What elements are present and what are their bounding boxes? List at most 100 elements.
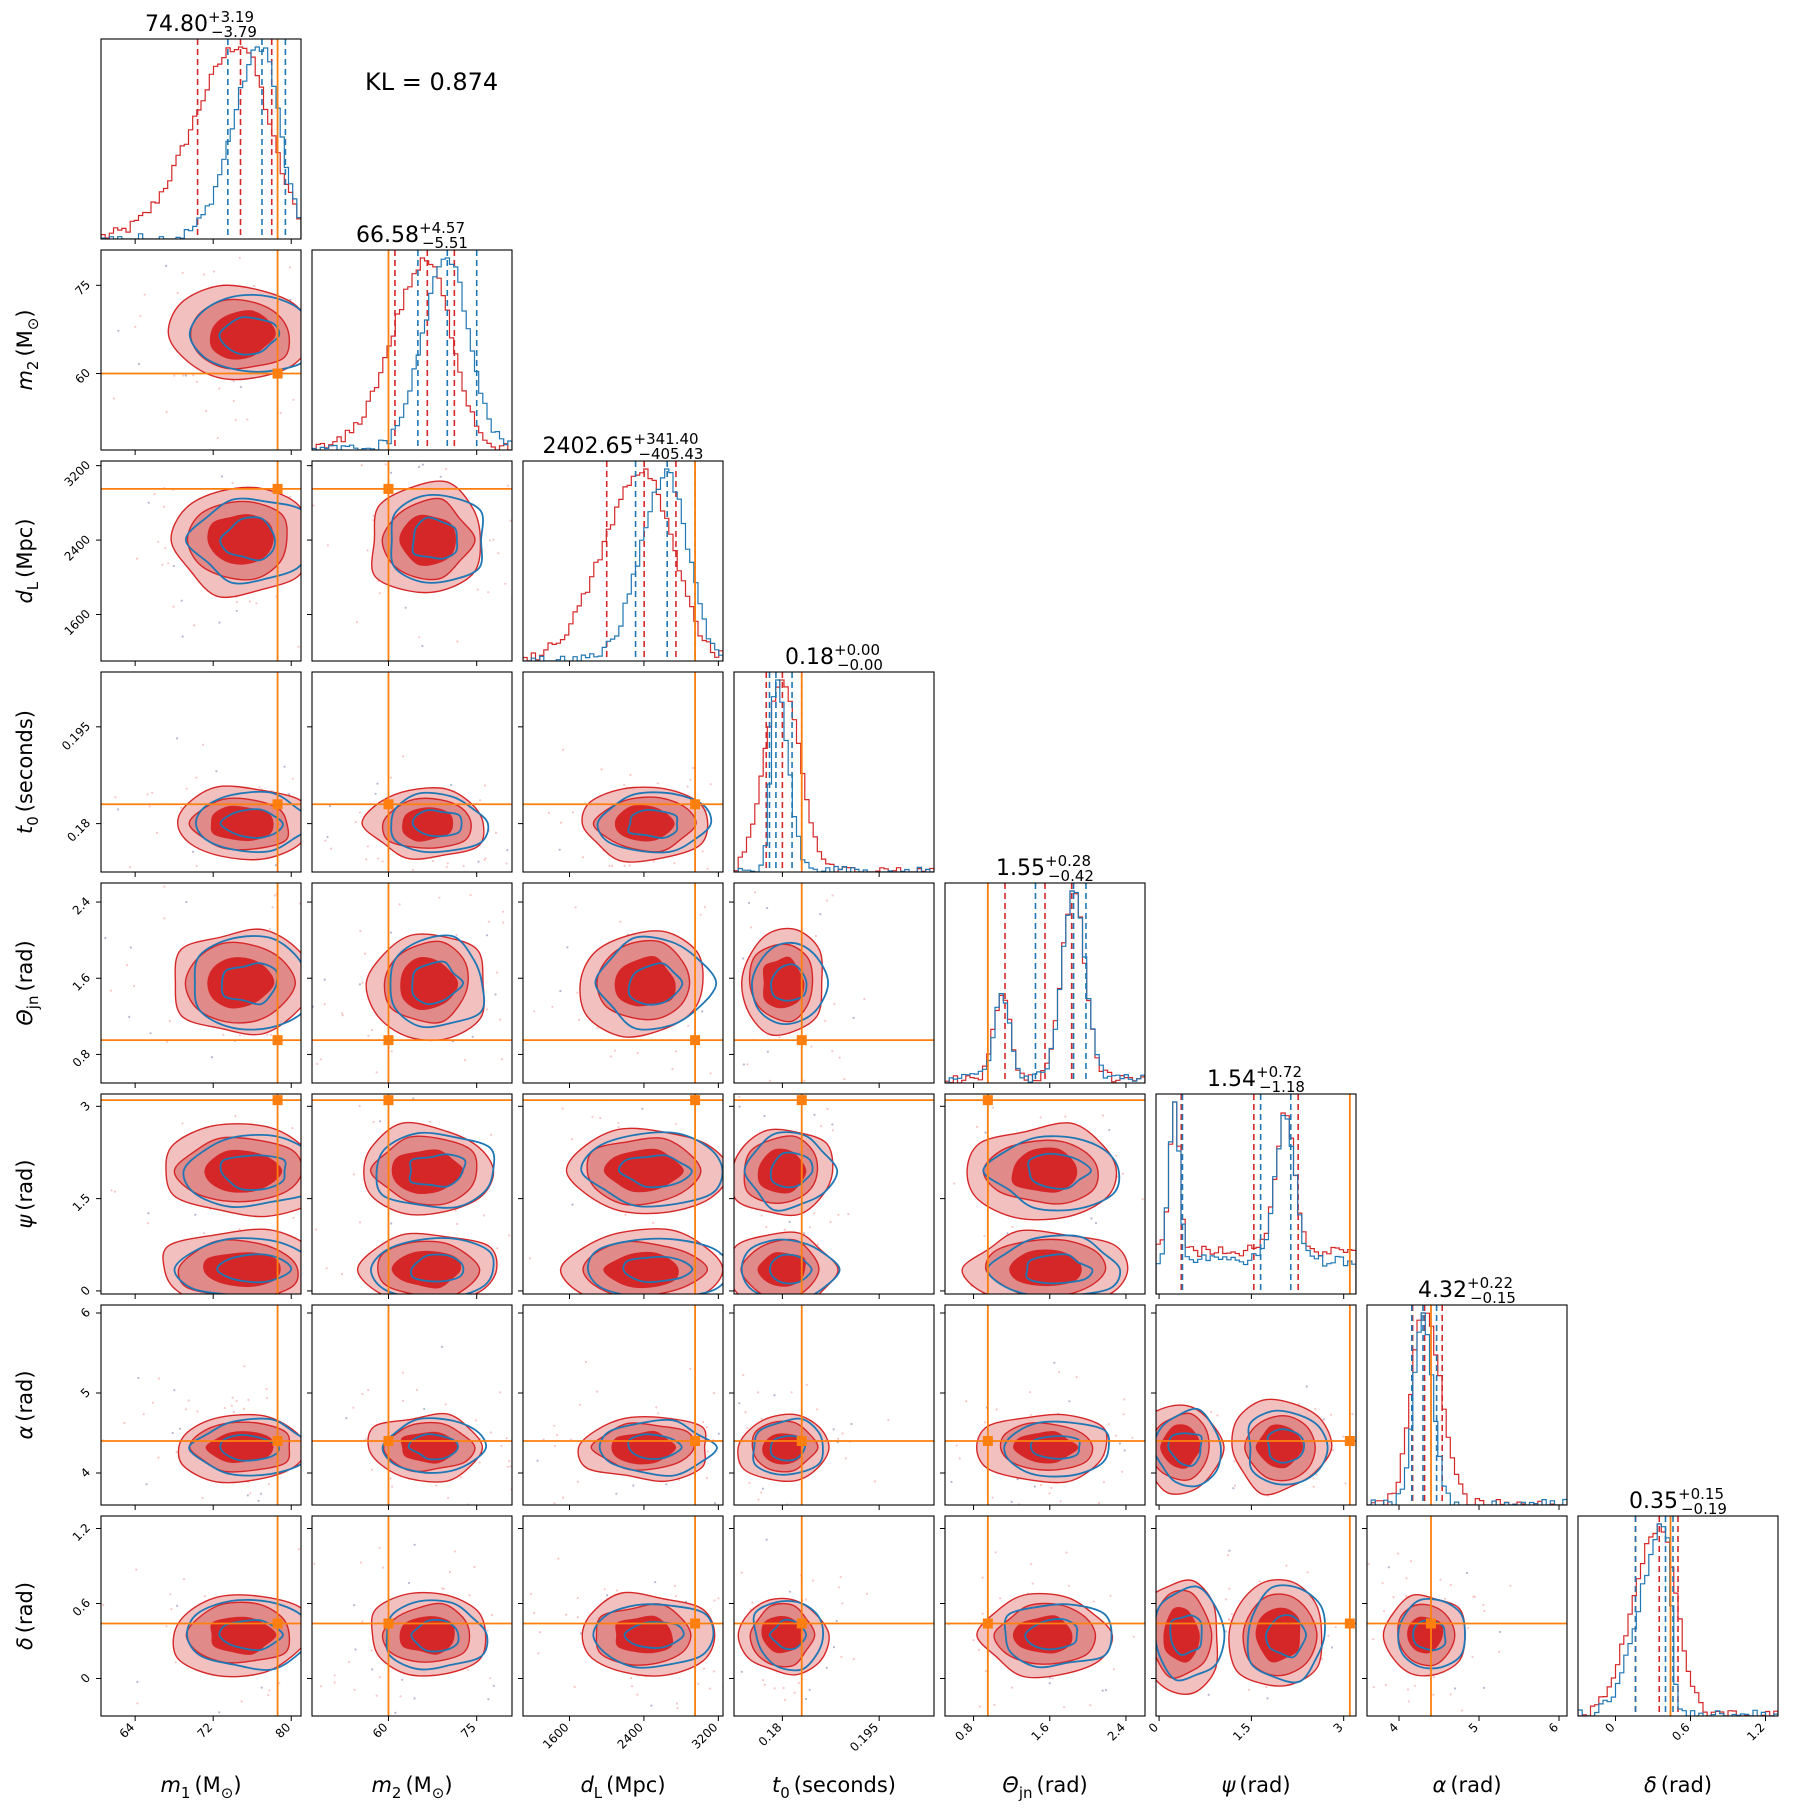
y-tick-label: 3200 bbox=[62, 458, 93, 489]
truth-marker bbox=[272, 1035, 283, 1046]
param-title: 2402.65+341.40 −405.43 bbox=[543, 430, 704, 463]
x-tick-label: 0.195 bbox=[847, 1720, 881, 1754]
hist-step bbox=[1156, 1101, 1356, 1294]
y-axis-label-dL: dL(Mpc) bbox=[13, 518, 42, 603]
truth-marker bbox=[383, 1618, 394, 1629]
truth-marker bbox=[690, 1035, 701, 1046]
hist-step bbox=[1578, 1523, 1778, 1716]
x-tick-label: 0.6 bbox=[1669, 1720, 1692, 1743]
panel-m2-psi bbox=[307, 1093, 513, 1299]
hist-dL: 2402.65+341.40 −405.43 bbox=[522, 430, 724, 666]
panel-m2-dL bbox=[307, 460, 513, 666]
hist-m2: 66.58+4.57 −5.51 bbox=[311, 219, 513, 455]
x-tick-label: 1600 bbox=[540, 1720, 571, 1751]
x-axis-label-dL: dL (Mpc) bbox=[580, 1773, 665, 1802]
param-title: 66.58+4.57 −5.51 bbox=[356, 219, 468, 252]
y-tick-label: 0.8 bbox=[70, 1047, 93, 1070]
hist-step bbox=[523, 468, 723, 661]
panel-theta-delta: 0.8 1.6 2.4 bbox=[940, 1515, 1146, 1744]
truth-marker bbox=[272, 799, 283, 810]
panel-t0-alpha bbox=[729, 1304, 935, 1510]
hist-alpha: 4.32+0.22 −0.15 bbox=[1366, 1274, 1568, 1510]
panel-m1-theta: 0.8 1.6 2.4 bbox=[70, 882, 302, 1088]
x-axis-label-m2: m2 (M⊙) bbox=[371, 1773, 452, 1802]
title-value: 1.54 bbox=[1207, 1067, 1256, 1092]
hist-step bbox=[1578, 1523, 1778, 1716]
panel-alpha-delta: 4 5 6 bbox=[1362, 1515, 1568, 1736]
param-title: 0.18+0.00 −0.00 bbox=[785, 641, 883, 674]
x-tick-label: 75 bbox=[458, 1720, 479, 1741]
truth-marker bbox=[982, 1436, 993, 1446]
panel-dL-psi bbox=[518, 1093, 724, 1299]
x-tick-label: 80 bbox=[273, 1720, 294, 1741]
panel-m2-alpha bbox=[307, 1304, 513, 1510]
y-tick-label: 5 bbox=[78, 1385, 93, 1400]
y-axis-label-alpha: α(rad) bbox=[13, 1370, 37, 1439]
panel-m1-psi: 01.53 bbox=[70, 1093, 302, 1299]
y-tick-label: 2400 bbox=[62, 532, 93, 563]
panel-m1-m2: 60 75 bbox=[72, 249, 302, 455]
truth-marker bbox=[690, 1436, 701, 1446]
panel-psi-alpha bbox=[1151, 1304, 1357, 1510]
hist-t0: 0.18+0.00 −0.00 bbox=[733, 641, 935, 877]
panel-m2-theta bbox=[307, 882, 513, 1088]
y-tick-label: 6 bbox=[78, 1305, 93, 1320]
x-tick-label: 3 bbox=[1331, 1720, 1346, 1735]
param-title: 0.35+0.15 −0.19 bbox=[1629, 1485, 1727, 1518]
title-value: 1.55 bbox=[996, 856, 1045, 881]
hist-step bbox=[734, 679, 934, 872]
truth-marker bbox=[383, 1035, 394, 1046]
title-value: 2402.65 bbox=[543, 434, 634, 459]
y-tick-label: 4 bbox=[78, 1465, 93, 1480]
x-tick-label: 0.18 bbox=[756, 1720, 785, 1749]
truth-marker bbox=[690, 1095, 701, 1106]
panel-t0-theta bbox=[729, 882, 935, 1088]
y-tick-label: 0 bbox=[78, 1283, 93, 1298]
param-title: 74.80+3.19 −3.79 bbox=[145, 8, 257, 41]
y-tick-label: 1.2 bbox=[70, 1521, 93, 1544]
truth-marker bbox=[1426, 1618, 1436, 1629]
x-tick-label: 2400 bbox=[615, 1720, 646, 1751]
title-value: 0.35 bbox=[1629, 1489, 1678, 1514]
panel-theta-alpha bbox=[940, 1304, 1146, 1510]
y-tick-label: 60 bbox=[72, 366, 93, 387]
hist-step bbox=[312, 257, 512, 450]
param-title: 1.54+0.72 −1.18 bbox=[1207, 1063, 1305, 1096]
x-axis-label-t0: t0 (seconds) bbox=[772, 1773, 896, 1802]
hist-m1: 74.80+3.19 −3.79 bbox=[100, 8, 302, 244]
hist-step bbox=[734, 679, 934, 872]
truth-marker bbox=[383, 1436, 394, 1446]
truth-marker bbox=[383, 1095, 394, 1106]
x-tick-label: 1.6 bbox=[1028, 1720, 1051, 1743]
hist-step bbox=[1367, 1312, 1567, 1505]
x-tick-label: 6 bbox=[1546, 1720, 1561, 1735]
panel-m1-dL: 1600 2400 3200 bbox=[62, 458, 302, 666]
panel-m1-t0: 0.18 0.195 bbox=[59, 671, 302, 877]
x-tick-label: 60 bbox=[370, 1720, 391, 1741]
truth-marker bbox=[796, 1436, 807, 1446]
panel-dL-theta bbox=[518, 882, 724, 1088]
x-tick-label: 0 bbox=[1146, 1720, 1161, 1735]
param-title: 4.32+0.22 −0.15 bbox=[1418, 1274, 1516, 1307]
panel-m1-alpha: 4 5 6 bbox=[78, 1304, 302, 1510]
x-tick-label: 1.2 bbox=[1744, 1720, 1767, 1743]
truth-marker bbox=[272, 483, 283, 494]
truth-marker bbox=[982, 1095, 993, 1106]
hist-step bbox=[945, 890, 1145, 1083]
title-value: 66.58 bbox=[356, 223, 419, 248]
hist-psi: 1.54+0.72 −1.18 bbox=[1155, 1063, 1357, 1299]
x-tick-label: 5 bbox=[1466, 1720, 1481, 1735]
hist-step bbox=[1367, 1312, 1567, 1505]
title-value: 4.32 bbox=[1418, 1278, 1467, 1303]
kl-annotation: KL = 0.874 bbox=[365, 68, 498, 96]
truth-marker bbox=[383, 483, 394, 494]
panel-m2-t0 bbox=[307, 671, 513, 877]
panel-dL-delta: 1600 2400 3200 bbox=[518, 1515, 724, 1752]
y-tick-label: 0.195 bbox=[59, 719, 93, 753]
truth-marker bbox=[1344, 1436, 1355, 1446]
panel-m2-delta: 60 75 bbox=[307, 1515, 513, 1741]
panel-psi-delta: 0 1.5 3 bbox=[1146, 1515, 1357, 1744]
y-axis-label-delta: δ(rad) bbox=[13, 1582, 37, 1650]
y-tick-label: 0.6 bbox=[70, 1596, 93, 1619]
